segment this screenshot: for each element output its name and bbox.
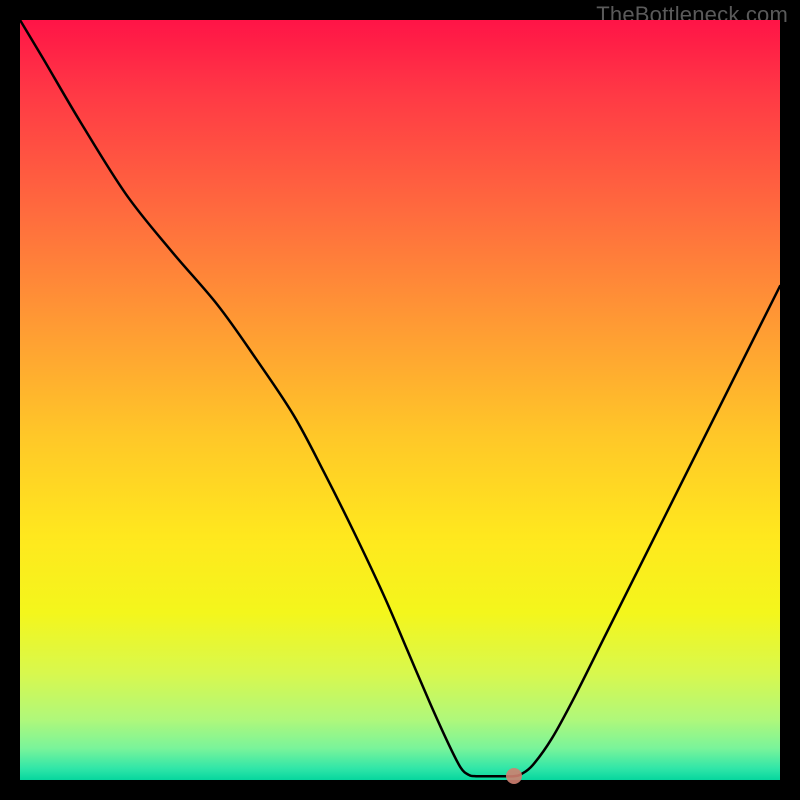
plot-background (20, 20, 780, 780)
chart-frame: TheBottleneck.com (0, 0, 800, 800)
plot-area (20, 20, 780, 780)
